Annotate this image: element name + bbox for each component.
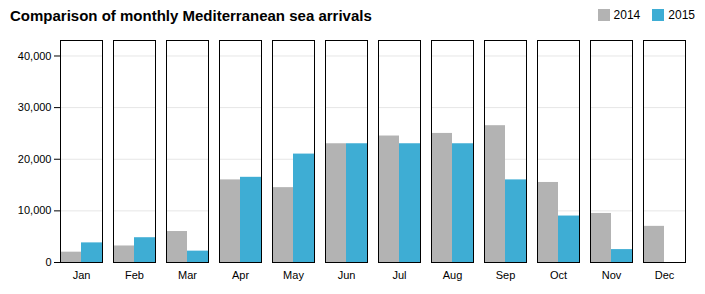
- svg-text:20,000: 20,000: [18, 153, 52, 165]
- svg-text:Sep: Sep: [496, 269, 516, 281]
- svg-text:Jun: Jun: [338, 269, 356, 281]
- svg-text:Aug: Aug: [443, 269, 463, 281]
- svg-text:May: May: [283, 269, 304, 281]
- html-text:2014: 2014: [613, 8, 641, 22]
- svg-text:Mar: Mar: [178, 269, 197, 281]
- svg-text:10,000: 10,000: [18, 204, 52, 216]
- html-text:2015: 2015: [668, 8, 695, 22]
- svg-text:Jan: Jan: [73, 269, 91, 281]
- svg-text:30,000: 30,000: [18, 101, 52, 113]
- svg-text:Apr: Apr: [232, 269, 249, 281]
- svg-text:Jul: Jul: [392, 269, 406, 281]
- svg-text:Oct: Oct: [550, 269, 567, 281]
- svg-text:Feb: Feb: [125, 269, 144, 281]
- html-text:Comparison of monthly Mediterr: Comparison of monthly Mediterranean sea …: [10, 6, 372, 24]
- svg-text:Nov: Nov: [602, 269, 622, 281]
- svg-text:0: 0: [45, 256, 51, 268]
- svg-text:40,000: 40,000: [18, 50, 52, 62]
- svg-text:Dec: Dec: [655, 269, 675, 281]
